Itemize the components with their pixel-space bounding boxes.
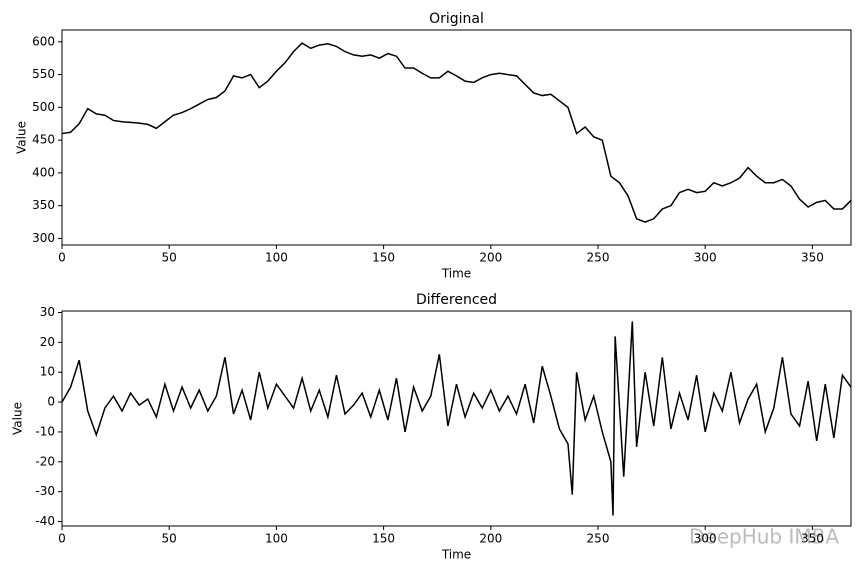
x-tick-label: 250	[587, 251, 610, 265]
y-tick-label: 600	[32, 34, 55, 48]
x-tick-label: 250	[587, 532, 610, 546]
x-tick-label: 0	[58, 251, 66, 265]
chart-title: Differenced	[416, 292, 497, 308]
y-tick-label: -40	[35, 514, 55, 528]
y-tick-label: 0	[47, 395, 55, 409]
y-tick-label: -10	[35, 424, 55, 438]
y-tick-label: 10	[40, 365, 55, 379]
x-tick-label: 150	[372, 251, 395, 265]
x-tick-label: 350	[801, 251, 824, 265]
watermark: DeepHub IMBA	[689, 525, 839, 549]
x-tick-label: 300	[694, 251, 717, 265]
y-tick-label: 450	[32, 133, 55, 147]
x-tick-label: 200	[479, 532, 502, 546]
x-tick-label: 100	[265, 251, 288, 265]
chart-title: Original	[429, 11, 484, 27]
y-tick-label: 550	[32, 67, 55, 81]
axes-frame	[61, 310, 852, 527]
x-tick-label: 200	[479, 251, 502, 265]
x-tick-label: 100	[265, 532, 288, 546]
x-tick-label: 150	[372, 532, 395, 546]
y-tick-label: 500	[32, 100, 55, 114]
series-line	[61, 42, 852, 223]
x-tick-label: 0	[58, 532, 66, 546]
x-tick-label: 300	[694, 532, 717, 546]
y-tick-label: -20	[35, 454, 55, 468]
x-axis-label: Time	[441, 548, 471, 562]
axes-frame	[61, 29, 852, 246]
y-tick-label: -30	[35, 484, 55, 498]
x-tick-label: 50	[162, 251, 177, 265]
x-tick-label: 350	[801, 532, 824, 546]
y-tick-label: 400	[32, 165, 55, 179]
x-axis-label: Time	[441, 267, 471, 281]
y-tick-label: 30	[40, 305, 55, 319]
y-axis-label: Value	[11, 402, 25, 435]
y-axis-label: Value	[15, 121, 29, 154]
x-tick-label: 50	[162, 532, 177, 546]
y-tick-label: 20	[40, 335, 55, 349]
series-line	[61, 321, 852, 516]
y-tick-label: 350	[32, 198, 55, 212]
y-tick-label: 300	[32, 231, 55, 245]
